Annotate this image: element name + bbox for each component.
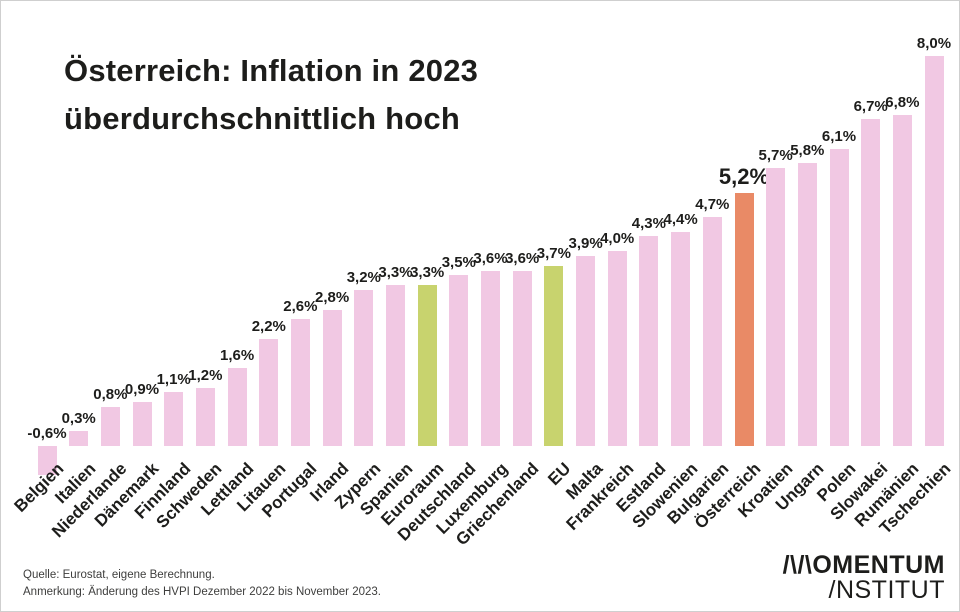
- source-line: Quelle: Eurostat, eigene Berechnung.: [23, 569, 215, 581]
- value-label-Rumänien: 6,8%: [885, 93, 920, 111]
- momentum-institut-logo: /\/\OMENTUM /NSTITUT: [783, 553, 945, 603]
- value-label-Luxemburg: 3,6%: [473, 249, 508, 267]
- bar-Euroraum: [417, 285, 437, 446]
- value-label-Griechenland: 3,6%: [505, 249, 540, 267]
- value-label-Litauen: 2,2%: [251, 317, 286, 335]
- logo-line1: /\/\OMENTUM: [782, 551, 945, 579]
- value-label-Malta: 3,9%: [568, 234, 603, 252]
- value-label-Slowenien: 4,4%: [663, 210, 698, 228]
- value-label-Polen: 6,1%: [821, 127, 857, 145]
- value-label-Irland: 2,8%: [314, 288, 350, 306]
- value-label-Niederlande: 0,8%: [93, 386, 128, 403]
- chart-title-line2: überdurchschnittlich hoch: [64, 101, 460, 136]
- bar-Schweden: [195, 387, 215, 446]
- value-label-EU: 3,7%: [536, 244, 571, 262]
- value-label-Euroraum: 3,3%: [410, 264, 445, 282]
- value-label-Lettland: 1,6%: [219, 347, 255, 364]
- value-label-Tschechien: 8,0%: [916, 35, 952, 52]
- note-line: Anmerkung: Änderung des HVPI Dezember 20…: [23, 586, 381, 598]
- bar-Tschechien: [924, 56, 944, 446]
- chart-title-line1: Österreich: Inflation in 2023: [64, 53, 479, 88]
- value-label-Slowakei: 6,7%: [853, 98, 888, 116]
- bar-Bulgarien: [702, 216, 722, 446]
- bar-Italien: [69, 431, 89, 446]
- value-label-Schweden: 1,2%: [188, 366, 223, 384]
- value-label-Österreich: 5,2%: [718, 163, 770, 189]
- bar-Spanien: [386, 285, 405, 446]
- value-label-Belgien: -0,6%: [27, 425, 67, 442]
- value-label-Ungarn: 5,8%: [790, 142, 825, 160]
- value-label-Kroatien: 5,7%: [758, 147, 793, 165]
- value-label-Estland: 4,3%: [631, 215, 666, 233]
- bar-Dänemark: [132, 402, 152, 446]
- bar-Slowenien: [671, 231, 691, 446]
- bar-Belgien: [37, 446, 57, 476]
- value-label-Dänemark: 0,9%: [124, 381, 160, 399]
- value-label-Deutschland: 3,5%: [441, 254, 476, 272]
- value-label-Finnland: 1,1%: [156, 371, 191, 389]
- bar-Slowakei: [861, 119, 881, 446]
- bar-Kroatien: [766, 168, 786, 446]
- bar-Portugal: [290, 319, 310, 447]
- bar-Niederlande: [100, 407, 120, 446]
- bar-Polen: [829, 148, 849, 446]
- bar-Irland: [322, 309, 342, 446]
- bar-Ungarn: [797, 163, 817, 447]
- value-label-Portugal: 2,6%: [283, 298, 318, 316]
- value-label-Italien: 0,3%: [61, 410, 96, 428]
- bar-Rumänien: [892, 114, 912, 446]
- bar-Luxemburg: [481, 270, 500, 446]
- bar-Lettland: [227, 368, 247, 446]
- value-label-Frankreich: 4,0%: [600, 230, 635, 247]
- logo-line2: /NSTITUT: [828, 576, 945, 604]
- bar-Finnland: [164, 392, 184, 446]
- bar-Deutschland: [449, 275, 469, 446]
- bar-Litauen: [259, 338, 279, 447]
- value-label-Bulgarien: 4,7%: [695, 195, 730, 213]
- source-note: Quelle: Eurostat, eigene Berechnung. Anm…: [23, 567, 381, 601]
- bar-Österreich: [734, 192, 754, 446]
- bar-Zypern: [354, 290, 374, 446]
- bar-Malta: [576, 255, 596, 446]
- bar-Estland: [639, 236, 659, 446]
- bar-EU: [544, 265, 564, 446]
- value-label-Zypern: 3,2%: [346, 269, 381, 286]
- value-label-Spanien: 3,3%: [378, 264, 413, 282]
- bar-Frankreich: [607, 251, 627, 446]
- bar-Griechenland: [512, 270, 532, 446]
- chart-title: Österreich: Inflation in 2023 überdurchs…: [64, 47, 478, 143]
